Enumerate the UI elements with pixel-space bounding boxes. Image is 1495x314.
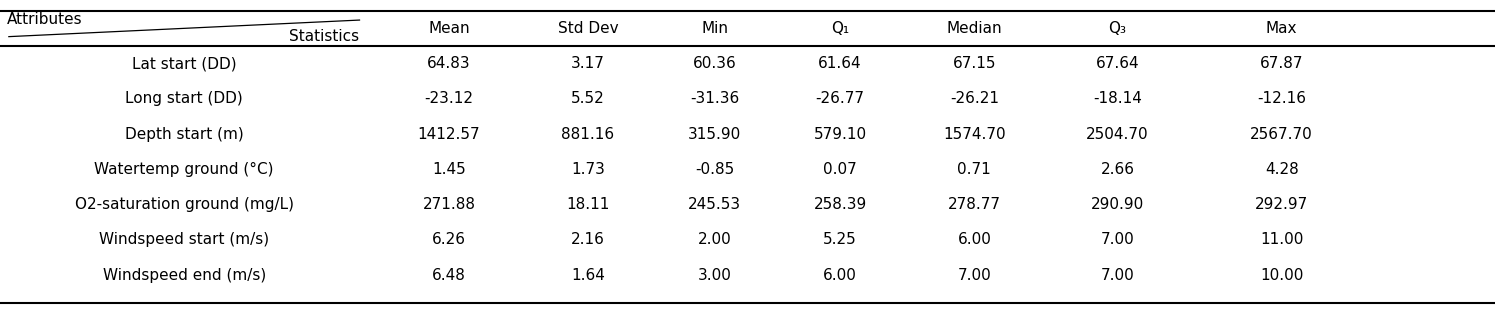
Text: 7.00: 7.00 [1100, 268, 1135, 283]
Text: Max: Max [1266, 21, 1298, 36]
Text: 1.73: 1.73 [571, 162, 605, 177]
Text: 18.11: 18.11 [567, 197, 610, 212]
Text: 67.87: 67.87 [1260, 56, 1304, 71]
Text: Windspeed end (m/s): Windspeed end (m/s) [103, 268, 266, 283]
Text: Q₁: Q₁ [831, 21, 849, 36]
Text: 7.00: 7.00 [1100, 232, 1135, 247]
Text: 7.00: 7.00 [957, 268, 991, 283]
Text: 2.00: 2.00 [698, 232, 731, 247]
Text: 67.15: 67.15 [952, 56, 996, 71]
Text: Std Dev: Std Dev [558, 21, 617, 36]
Text: 258.39: 258.39 [813, 197, 867, 212]
Text: Q₃: Q₃ [1109, 21, 1127, 36]
Text: Median: Median [946, 21, 1002, 36]
Text: 3.00: 3.00 [698, 268, 731, 283]
Text: -18.14: -18.14 [1093, 91, 1142, 106]
Text: 1.64: 1.64 [571, 268, 605, 283]
Text: 271.88: 271.88 [423, 197, 475, 212]
Text: Attributes: Attributes [7, 12, 84, 27]
Text: 60.36: 60.36 [692, 56, 737, 71]
Text: 5.25: 5.25 [824, 232, 857, 247]
Text: 881.16: 881.16 [561, 127, 614, 142]
Text: 6.00: 6.00 [824, 268, 857, 283]
Text: 1574.70: 1574.70 [943, 127, 1006, 142]
Text: 10.00: 10.00 [1260, 268, 1304, 283]
Text: 0.07: 0.07 [824, 162, 857, 177]
Text: 6.00: 6.00 [957, 232, 991, 247]
Text: 278.77: 278.77 [948, 197, 1000, 212]
Text: -0.85: -0.85 [695, 162, 734, 177]
Text: 245.53: 245.53 [688, 197, 742, 212]
Text: 4.28: 4.28 [1265, 162, 1299, 177]
Text: 1412.57: 1412.57 [417, 127, 480, 142]
Text: 579.10: 579.10 [813, 127, 867, 142]
Text: Long start (DD): Long start (DD) [126, 91, 244, 106]
Text: 1.45: 1.45 [432, 162, 466, 177]
Text: 67.64: 67.64 [1096, 56, 1139, 71]
Text: Depth start (m): Depth start (m) [124, 127, 244, 142]
Text: -12.16: -12.16 [1257, 91, 1307, 106]
Text: 6.26: 6.26 [432, 232, 466, 247]
Text: Windspeed start (m/s): Windspeed start (m/s) [99, 232, 269, 247]
Text: Min: Min [701, 21, 728, 36]
Text: Watertemp ground (°C): Watertemp ground (°C) [94, 162, 274, 177]
Text: Statistics: Statistics [290, 30, 359, 44]
Text: 2504.70: 2504.70 [1087, 127, 1148, 142]
Text: -31.36: -31.36 [691, 91, 740, 106]
Text: -26.21: -26.21 [949, 91, 999, 106]
Text: Lat start (DD): Lat start (DD) [132, 56, 236, 71]
Text: 3.17: 3.17 [571, 56, 605, 71]
Text: Mean: Mean [428, 21, 469, 36]
Text: -26.77: -26.77 [815, 91, 864, 106]
Text: 64.83: 64.83 [428, 56, 471, 71]
Text: -23.12: -23.12 [425, 91, 474, 106]
Text: 6.48: 6.48 [432, 268, 466, 283]
Text: 315.90: 315.90 [688, 127, 742, 142]
Text: 61.64: 61.64 [818, 56, 861, 71]
Text: 292.97: 292.97 [1256, 197, 1308, 212]
Text: 5.52: 5.52 [571, 91, 604, 106]
Text: 2.66: 2.66 [1100, 162, 1135, 177]
Text: 2567.70: 2567.70 [1250, 127, 1313, 142]
Text: 0.71: 0.71 [957, 162, 991, 177]
Text: 11.00: 11.00 [1260, 232, 1304, 247]
Text: 2.16: 2.16 [571, 232, 605, 247]
Text: O2-saturation ground (mg/L): O2-saturation ground (mg/L) [75, 197, 293, 212]
Text: 290.90: 290.90 [1091, 197, 1144, 212]
